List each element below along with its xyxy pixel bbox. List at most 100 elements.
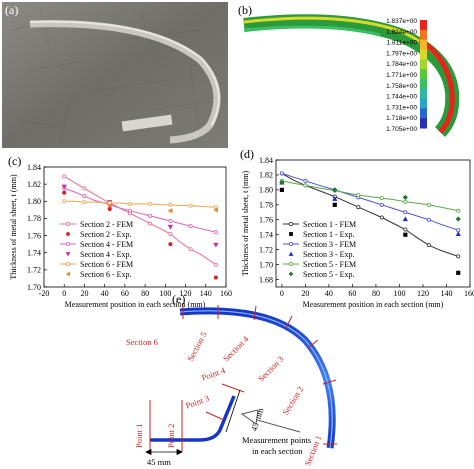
colorbar-tick-label: 1.771e+00 [386, 72, 417, 79]
panel-e-label: (e) [172, 292, 185, 306]
y-tick-label: 1.80 [27, 197, 41, 206]
x-tick-label: 160 [464, 289, 474, 298]
colorbar: 1.837e+00 1.824e+00 1.811e+00 1.797e+00 1.78… [386, 18, 427, 133]
series-line [63, 175, 217, 266]
y-tick-label: 1.82 [27, 180, 41, 189]
x-tick-label: 120 [417, 289, 429, 298]
y-tick-label: 1.72 [27, 266, 41, 275]
fem-point [356, 205, 361, 210]
fem-point [356, 193, 361, 198]
data-point [403, 232, 408, 237]
x-tick-label: 40 [325, 289, 333, 298]
fem-point [456, 254, 461, 259]
section-2-label: Section 2 [280, 384, 305, 416]
colorbar-tick-label: 1.824e+00 [386, 29, 417, 36]
colorbar-tick-label: 1.784e+00 [386, 61, 417, 68]
x-tick-label: 0 [280, 289, 284, 298]
y-tick-label: 1.84 [259, 156, 273, 165]
point-ticks [149, 383, 245, 452]
panel-b-fem-contour: 1.837e+00 1.824e+00 1.811e+00 1.797e+00 1.78… [235, 2, 472, 148]
x-tick-label: 100 [393, 289, 405, 298]
fem-point [303, 178, 308, 183]
data-point [279, 179, 285, 186]
panel-e-schematic: (e) Section 6 Section 5 Section 4 Sectio… [126, 292, 337, 467]
y-tick-label: 1.74 [27, 249, 41, 258]
data-point [213, 207, 218, 213]
section-3-label: Section 3 [256, 354, 286, 384]
fem-point [82, 186, 87, 191]
legend-entry: Section 5 - FEM [303, 260, 356, 269]
colorbar-swatch [420, 108, 427, 119]
colorbar-tick-label: 1.837e+00 [386, 18, 417, 25]
series-line [281, 180, 459, 212]
x-tick-label: 60 [121, 289, 129, 298]
fem-tube-band-red [418, 37, 455, 134]
callout-arrow-head [240, 409, 259, 425]
y-tick-label: 1.76 [27, 231, 41, 240]
fem-point [403, 210, 408, 215]
dimension-horizontal [145, 448, 183, 456]
data-point [455, 231, 461, 237]
legend-marker [289, 232, 293, 236]
legend-marker [66, 261, 71, 266]
data-point [167, 208, 173, 214]
x-axis-title: Measurement position in each section (mm… [303, 300, 444, 309]
colorbar-swatch [420, 69, 427, 80]
y-tick-label: 1.82 [259, 171, 273, 180]
colorbar-tick-label: 1.758e+00 [386, 83, 417, 90]
data-point [402, 194, 408, 200]
x-tick-label: 160 [220, 289, 232, 298]
x-tick-label: 0 [62, 289, 66, 298]
legend-marker [66, 241, 71, 246]
legend-entry: Section 4 - Exp. [80, 250, 132, 259]
y-tick-label: 1.72 [259, 245, 273, 254]
fem-point [403, 227, 408, 232]
fem-point [303, 183, 308, 188]
data-point [61, 184, 67, 190]
x-tick-label: -20 [39, 289, 50, 298]
fem-point [379, 215, 384, 220]
callout-line-2: in each section [252, 446, 303, 456]
fem-point [127, 208, 132, 213]
x-tick-label: 80 [141, 289, 149, 298]
series-line [64, 187, 217, 233]
y-tick-label: 1.70 [27, 283, 41, 292]
plot-frame [43, 166, 227, 288]
y-axis-title: Thickness of metal sheet, t (mm) [241, 171, 250, 277]
section-6-label: Section 6 [126, 337, 158, 347]
fem-point [82, 194, 87, 199]
fem-point [426, 243, 431, 248]
y-tick-label: 1.84 [27, 163, 41, 172]
data-point [279, 187, 284, 192]
colorbar-tick-label: 1.744e+00 [386, 94, 417, 101]
fem-point [456, 208, 461, 213]
legend-marker [65, 271, 70, 277]
colorbar-tick-label: 1.811e+00 [387, 40, 418, 47]
x-tick-label: 20 [80, 289, 88, 298]
panel-a-photo: (a) [2, 2, 228, 148]
fem-point [213, 230, 218, 235]
fem-point [62, 174, 67, 179]
fem-point [403, 199, 408, 204]
panel-a-label: (a) [5, 3, 18, 17]
measurement-path [150, 395, 236, 442]
colorbar-swatch [420, 39, 427, 50]
legend-entry: Section 2 - Exp. [80, 230, 132, 239]
fem-point [188, 247, 193, 252]
x-tick-label: 120 [180, 289, 192, 298]
panel-b-label: (b) [238, 3, 252, 17]
section-5-label: Section 5 [185, 330, 209, 363]
series-section-2-exp- [62, 190, 218, 280]
colorbar-swatch [420, 29, 427, 41]
series-section-5-exp- [279, 179, 461, 222]
colorbar-tick-label: 1.797e+00 [386, 50, 417, 57]
fem-point [188, 203, 193, 208]
x-tick-label: 40 [101, 289, 109, 298]
panel-d-label: (d) [240, 147, 254, 161]
point-4-label: Point 4 [200, 365, 227, 383]
section-4-label: Section 4 [221, 333, 251, 363]
legend-marker [66, 221, 71, 226]
point-1-label: Point 1 [134, 424, 144, 448]
data-point [107, 202, 112, 209]
